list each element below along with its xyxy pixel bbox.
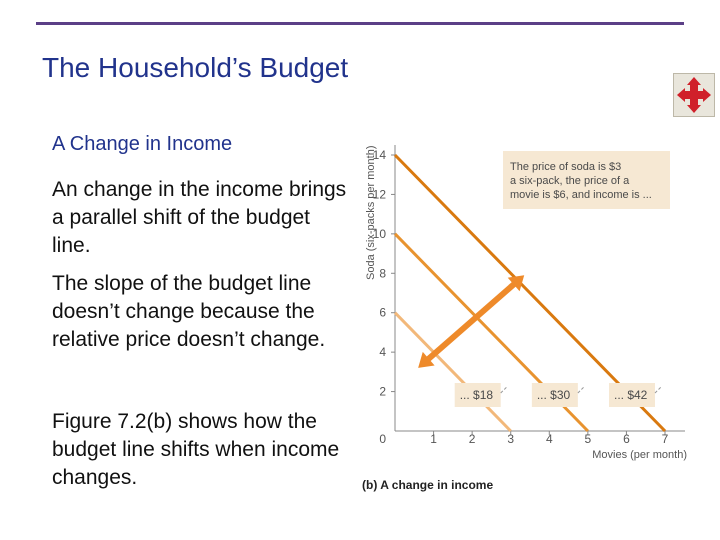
x-tick-label: 2 xyxy=(469,432,476,446)
x-tick-label: 0 xyxy=(379,432,386,446)
shift-arrow-shaft xyxy=(423,279,519,364)
x-tick-label: 4 xyxy=(546,432,553,446)
x-tick-label: 7 xyxy=(662,432,669,446)
series-label-box xyxy=(531,383,578,407)
series-label: ... $42 xyxy=(614,388,648,402)
body-paragraph-1: An change in the income brings a paralle… xyxy=(52,178,347,257)
series-label-leader xyxy=(577,386,585,394)
series-label-leader xyxy=(500,386,508,394)
move-arrows-icon[interactable] xyxy=(673,73,715,117)
page-title: The Household’s Budget xyxy=(42,52,349,83)
section-subheading: A Change in Income xyxy=(52,133,233,155)
x-tick-label: 1 xyxy=(430,432,437,446)
y-axis-label: Soda (six-packs per month) xyxy=(365,146,377,281)
y-tick-label: 8 xyxy=(379,266,386,280)
series-label-box xyxy=(454,383,501,407)
title-rule xyxy=(36,22,684,25)
y-tick-label: 14 xyxy=(373,148,387,162)
series-label-box xyxy=(609,383,655,407)
y-tick-label: 6 xyxy=(379,306,386,320)
x-tick-label: 5 xyxy=(585,432,592,446)
y-tick-label: 4 xyxy=(379,345,386,359)
annotation-text: The price of soda is $3 a six-pack, the … xyxy=(510,161,652,201)
series-label-leader xyxy=(654,386,662,394)
x-axis-label: Movies (per month) xyxy=(592,449,687,461)
budget-line xyxy=(393,311,512,433)
body-paragraph-3: Figure 7.2(b) shows how the budget line … xyxy=(52,410,340,489)
y-tick-label: 12 xyxy=(373,187,387,201)
y-tick-label: 2 xyxy=(379,385,386,399)
x-tick-label: 6 xyxy=(623,432,630,446)
annotation-box xyxy=(503,151,670,209)
series-label: ... $30 xyxy=(537,388,571,402)
shift-arrow-head-in xyxy=(418,351,435,368)
shift-arrow-head-out xyxy=(507,275,525,292)
body-paragraph-2: The slope of the budget line doesn’t cha… xyxy=(52,272,326,351)
chart-caption: (b) A change in income xyxy=(362,478,493,492)
x-tick-label: 3 xyxy=(507,432,514,446)
y-tick-label: 10 xyxy=(373,227,387,241)
series-label: ... $18 xyxy=(460,388,494,402)
